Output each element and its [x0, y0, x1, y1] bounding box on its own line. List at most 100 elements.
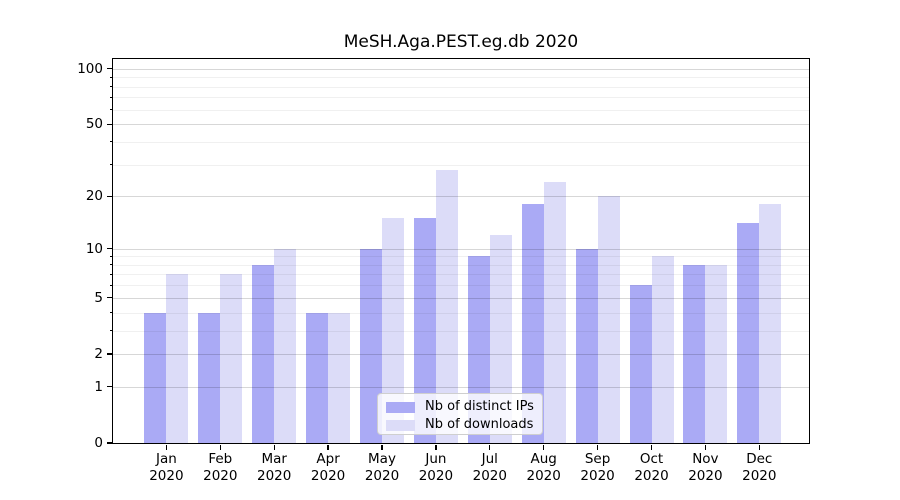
x-tick-apr	[327, 444, 329, 450]
x-tick-mar	[273, 444, 275, 450]
y-minortick-7	[109, 273, 113, 275]
bar-distinct-ips-may	[360, 248, 382, 443]
x-tick-feb	[219, 444, 221, 450]
y-tick-label-5: 5	[94, 289, 103, 306]
x-tick-label-apr: Apr 2020	[310, 451, 346, 484]
x-tick-jul	[489, 444, 491, 450]
y-minortick-40	[109, 141, 113, 143]
bar-distinct-ips-apr	[306, 312, 329, 443]
x-tick-aug	[543, 444, 545, 450]
bar-distinct-ips-feb	[198, 312, 221, 443]
gridline-minor-9	[113, 256, 809, 258]
y-tick-label-2: 2	[94, 345, 103, 362]
bar-downloads-jan	[166, 274, 189, 443]
legend-swatch-downloads-icon	[386, 419, 415, 431]
y-minortick-60	[109, 109, 113, 111]
y-tick-50	[107, 123, 113, 125]
y-tick-5	[107, 297, 113, 299]
x-tick-nov	[704, 444, 707, 450]
x-tick-dec	[758, 444, 760, 450]
gridline-major-1	[113, 386, 809, 388]
y-tick-100	[107, 68, 113, 70]
bar-downloads-feb	[220, 274, 243, 443]
legend-entry-downloads: Nb of downloads	[386, 417, 534, 433]
gridline-minor-80	[113, 86, 809, 88]
bar-downloads-jun	[435, 170, 458, 443]
legend-entry-distinct-ips: Nb of distinct IPs	[386, 399, 534, 415]
y-tick-label-20: 20	[85, 188, 103, 205]
legend-label-downloads: Nb of downloads	[425, 417, 534, 432]
y-minortick-4	[109, 312, 113, 313]
y-tick-label-0: 0	[94, 435, 103, 451]
y-minortick-90	[109, 76, 113, 78]
bar-downloads-sep	[597, 196, 620, 443]
gridline-minor-30	[113, 164, 809, 166]
bar-downloads-dec	[759, 204, 782, 443]
bar-distinct-ips-oct	[629, 285, 652, 443]
y-minortick-6	[109, 284, 113, 286]
y-minortick-80	[109, 86, 113, 88]
legend-label-distinct-ips: Nb of distinct IPs	[425, 399, 534, 414]
y-minortick-8	[109, 264, 113, 266]
y-minortick-70	[109, 96, 113, 98]
bar-distinct-ips-jun	[413, 218, 436, 443]
x-tick-label-aug: Aug 2020	[526, 451, 561, 484]
gridline-major-20	[113, 196, 809, 198]
bar-downloads-may	[382, 218, 404, 443]
x-tick-may	[381, 444, 383, 450]
x-tick-jan	[165, 444, 168, 450]
bar-downloads-oct	[651, 256, 674, 443]
y-tick-2	[107, 353, 113, 355]
x-tick-oct	[650, 444, 653, 450]
gridline-major-2	[113, 353, 809, 355]
y-tick-10	[107, 247, 113, 250]
bar-distinct-ips-nov	[683, 264, 706, 443]
bar-distinct-ips-jan	[144, 312, 167, 443]
x-tick-label-sep: Sep 2020	[580, 451, 615, 484]
x-tick-label-nov: Nov 2020	[688, 451, 723, 484]
x-tick-sep	[596, 444, 599, 450]
gridline-minor-40	[113, 141, 809, 143]
gridline-minor-4	[113, 312, 809, 314]
y-tick-label-100: 100	[77, 60, 103, 77]
plot-area	[113, 59, 809, 443]
y-tick-0	[107, 442, 113, 444]
x-tick-label-dec: Dec 2020	[742, 451, 777, 484]
x-tick-jun	[435, 444, 437, 450]
x-tick-label-oct: Oct 2020	[634, 451, 669, 484]
bar-distinct-ips-sep	[575, 248, 598, 443]
y-tick-label-50: 50	[85, 116, 103, 133]
gridline-minor-60	[113, 109, 809, 111]
gridline-major-100	[113, 68, 809, 70]
bar-downloads-mar	[274, 248, 297, 443]
y-tick-label-10: 10	[85, 240, 103, 257]
x-tick-label-jun: Jun 2020	[418, 451, 454, 484]
legend-swatch-distinct-ips-icon	[386, 401, 415, 413]
legend: Nb of distinct IPs Nb of downloads	[377, 393, 543, 435]
gridline-major-50	[113, 124, 809, 126]
x-tick-label-jul: Jul 2020	[472, 451, 507, 484]
y-minortick-9	[109, 255, 113, 257]
bar-distinct-ips-aug	[521, 204, 544, 443]
gridline-minor-70	[113, 97, 809, 99]
gridline-minor-3	[113, 330, 809, 332]
chart-title: MeSH.Aga.PEST.eg.db 2020	[343, 32, 579, 52]
bar-downloads-nov	[705, 264, 728, 443]
gridline-minor-8	[113, 264, 809, 266]
y-tick-label-1: 1	[94, 378, 103, 395]
bar-distinct-ips-mar	[252, 264, 275, 443]
gridline-minor-6	[113, 285, 809, 287]
gridline-minor-7	[113, 274, 809, 276]
y-tick-20	[107, 195, 113, 197]
gridline-major-10	[113, 248, 809, 250]
gridline-major-5	[113, 297, 809, 299]
y-minortick-30	[109, 164, 113, 166]
bar-distinct-ips-dec	[737, 223, 760, 443]
bar-downloads-jul	[489, 235, 512, 443]
x-tick-label-may: May 2020	[364, 451, 400, 484]
x-tick-label-mar: Mar 2020	[257, 451, 292, 484]
x-tick-label-jan: Jan 2020	[149, 451, 184, 484]
y-tick-1	[107, 386, 113, 388]
bar-downloads-apr	[328, 312, 351, 443]
y-minortick-3	[109, 330, 113, 332]
